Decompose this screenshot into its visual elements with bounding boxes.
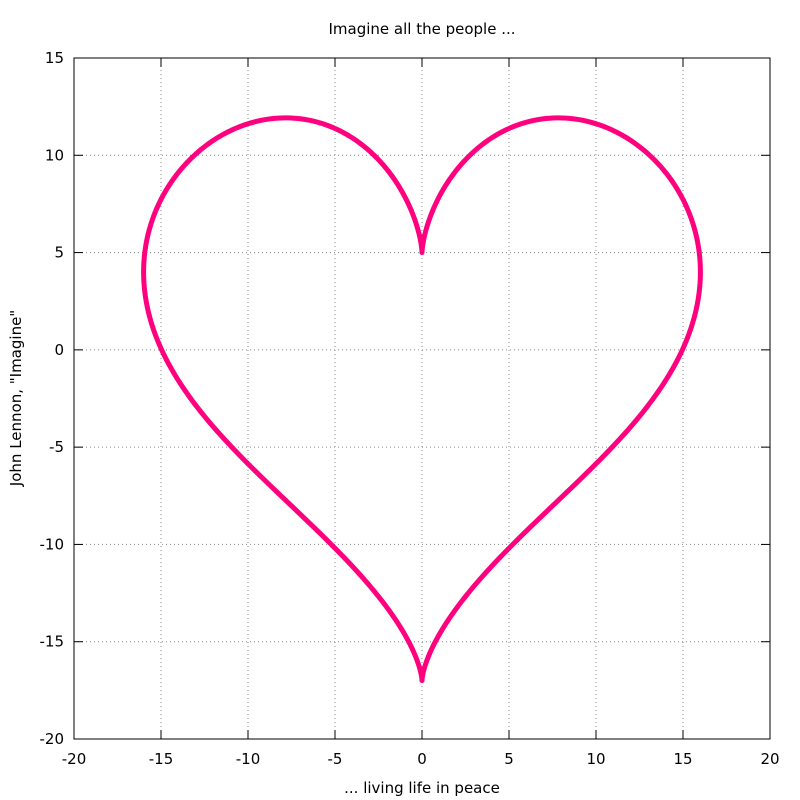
y-tick-label: 5 bbox=[54, 244, 64, 262]
y-tick-label: -20 bbox=[40, 730, 65, 748]
x-axis-title: ... living life in peace bbox=[344, 779, 500, 797]
grid bbox=[74, 58, 770, 739]
x-tick-label: 5 bbox=[504, 750, 514, 768]
tick-labels: -20 -15 -10 -5 0 5 10 15 20 -20 -15 -10 -5 0 5 10 15 bbox=[40, 49, 780, 768]
chart-title: Imagine all the people ... bbox=[328, 20, 515, 38]
x-tick-label: -20 bbox=[62, 750, 87, 768]
x-tick-label: -10 bbox=[236, 750, 261, 768]
x-tick-label: 10 bbox=[586, 750, 605, 768]
y-axis-title: John Lennon, "Imagine" bbox=[7, 310, 25, 487]
x-tick-label: 20 bbox=[760, 750, 779, 768]
x-tick-label: 0 bbox=[417, 750, 427, 768]
y-tick-label: -10 bbox=[40, 535, 65, 553]
x-tick-label: -15 bbox=[149, 750, 174, 768]
y-tick-label: 0 bbox=[54, 341, 64, 359]
y-tick-label: -5 bbox=[49, 438, 64, 456]
x-tick-label: 15 bbox=[673, 750, 692, 768]
series-line bbox=[141, 115, 703, 684]
plot-frame bbox=[73, 57, 771, 740]
y-tick-label: 10 bbox=[45, 146, 64, 164]
x-tick-label: -5 bbox=[328, 750, 343, 768]
y-tick-label: -15 bbox=[40, 633, 65, 651]
y-tick-label: 15 bbox=[45, 49, 64, 67]
